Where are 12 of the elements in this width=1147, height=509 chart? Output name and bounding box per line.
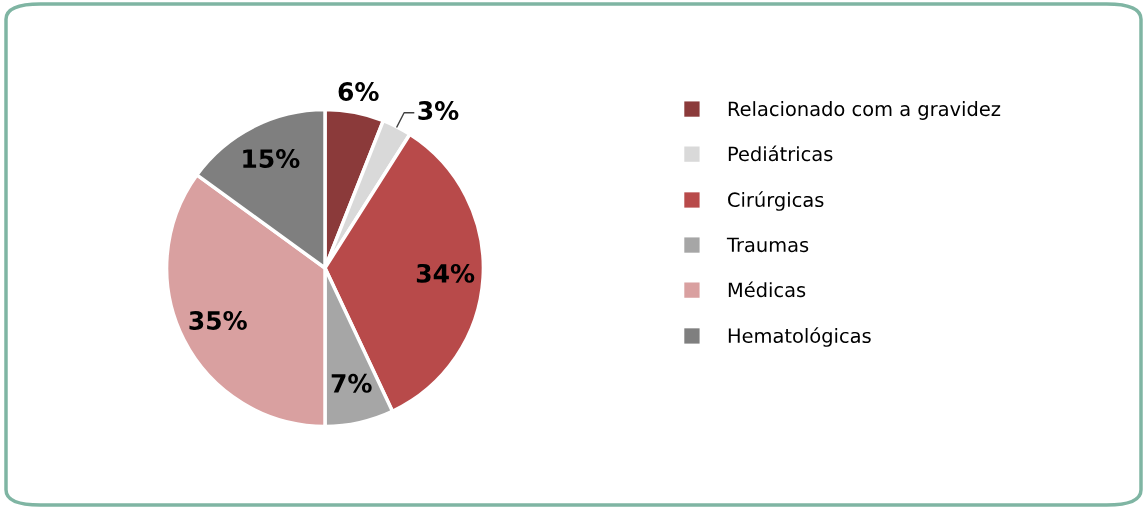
data-label: 34% bbox=[416, 263, 475, 283]
legend-label: Pediátricas bbox=[728, 145, 833, 162]
data-label: 35% bbox=[189, 311, 247, 330]
data-label: 3% bbox=[418, 101, 459, 120]
data-label: 7% bbox=[331, 373, 372, 393]
legend-label: Relacionado com a gravidez bbox=[728, 101, 1001, 120]
legend-label: Traumas bbox=[726, 237, 809, 253]
data-label: 15% bbox=[243, 149, 300, 168]
data-label: 6% bbox=[338, 82, 379, 101]
legend-label: Médicas bbox=[728, 281, 806, 298]
legend-label: Cirúrgicas bbox=[728, 191, 824, 211]
legend-label: Hematológicas bbox=[728, 327, 871, 347]
